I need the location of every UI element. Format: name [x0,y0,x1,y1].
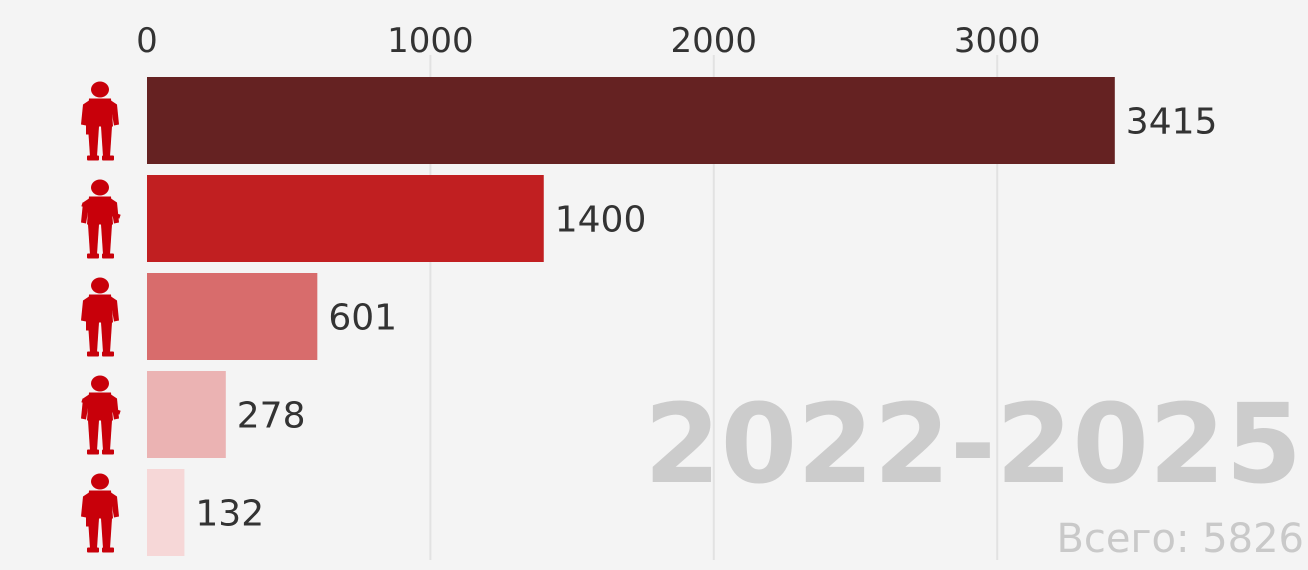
soldier-icon [81,179,121,259]
value-label: 132 [195,494,264,535]
value-label: 3415 [1126,102,1218,143]
bar [147,371,226,458]
value-labels: 3415 1400 601 278 132 [195,102,1217,535]
soldier-icon [81,277,119,357]
period-label: 2022-2025 [644,380,1302,508]
x-axis-ticks: 0 1000 2000 3000 [136,21,1040,61]
total-label: Всего: 5826 [1056,516,1304,562]
soldier-icon [81,375,121,455]
value-label: 278 [237,396,306,437]
x-tick-label: 3000 [954,21,1041,61]
category-icons [81,81,121,553]
x-tick-label: 2000 [671,21,758,61]
soldier-icon [81,473,119,553]
x-tick-label: 0 [136,21,158,61]
bar [147,175,544,262]
bar [147,273,318,360]
bar [147,77,1115,164]
value-label: 601 [328,298,397,339]
soldier-icon [81,81,119,161]
bar [147,469,185,556]
bars [147,77,1115,556]
x-tick-label: 1000 [387,21,474,61]
value-label: 1400 [555,200,647,241]
